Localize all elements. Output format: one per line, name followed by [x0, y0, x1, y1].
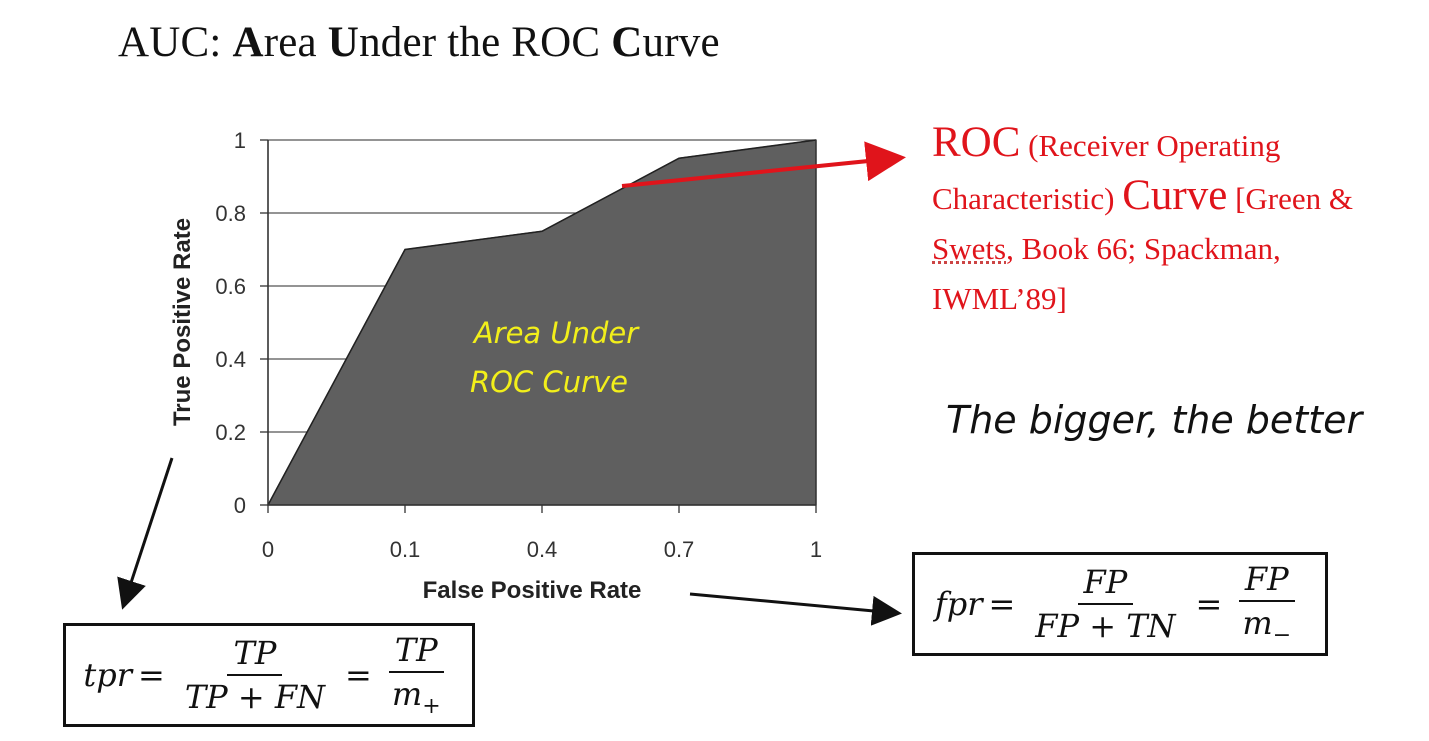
tpr-m-var: m [391, 675, 423, 713]
y-tick-label: 0.8 [215, 201, 246, 226]
y-tick-label: 1 [234, 128, 246, 153]
title-text-area: rea [263, 19, 328, 66]
y-tick-label: 0.2 [215, 420, 246, 445]
tpr-fraction-2: TP m+ [386, 631, 447, 719]
title-prefix: AUC: [118, 19, 233, 66]
x-axis-title: False Positive Rate [423, 577, 642, 604]
roc-expansion: (Receiver Operating Characteristic) [932, 128, 1281, 216]
x-tick-label: 0.7 [664, 537, 695, 562]
fpr-numerator-1: FP [1077, 563, 1134, 605]
roc-reference-end: , Book 66; Spackman, IWML’89] [932, 231, 1281, 316]
tick-labels: 0 0.2 0.4 0.6 0.8 1 0 0.1 0.4 0.7 1 [215, 128, 822, 562]
tpr-lhs: tpr [83, 656, 132, 694]
fpr-equals-2: = [1195, 585, 1223, 623]
fpr-denominator-2: m− [1236, 602, 1297, 648]
area-label-line-2: ROC Curve [470, 365, 628, 399]
x-tick-label: 1 [810, 537, 822, 562]
y-tick-label: 0.6 [215, 274, 246, 299]
area-label-line-1: Area Under [472, 316, 640, 350]
x-tick-label: 0 [262, 537, 274, 562]
curve-word: Curve [1122, 172, 1228, 219]
axes [260, 139, 817, 513]
y-axis-title: True Positive Rate [169, 218, 196, 426]
tpr-pointer-arrow [117, 457, 174, 610]
roc-pointer-arrow [621, 141, 906, 188]
title-bold-c: C [611, 19, 643, 66]
tpr-equals-2: = [345, 656, 372, 694]
tpr-denominator-2: m+ [386, 673, 447, 719]
tpr-m-sub: + [422, 694, 441, 719]
roc-definition-note: ROC (Receiver Operating Characteristic) … [932, 118, 1412, 324]
fpr-formula-box: fpr = FP FP + TN = FP m− [912, 552, 1328, 656]
title-bold-a: A [232, 19, 264, 66]
fpr-m-sub: − [1272, 623, 1292, 648]
tpr-denominator-1: TP + FN [184, 678, 326, 716]
fpr-m-var: m [1242, 604, 1273, 642]
slogan-text: The bigger, the better [946, 398, 1363, 442]
pointer-arrows [117, 141, 906, 626]
fpr-denominator-1: FP + TN [1035, 607, 1176, 645]
roc-word: ROC [932, 119, 1021, 166]
y-tick-label: 0 [234, 493, 246, 518]
tpr-fraction-1: TP TP + FN [179, 634, 331, 716]
title-text-under: nder the ROC [359, 19, 612, 66]
y-tick-label: 0.4 [215, 347, 246, 372]
fpr-numerator-2: FP [1238, 560, 1295, 602]
fpr-pointer-arrow [689, 592, 902, 626]
x-tick-label: 0.4 [527, 537, 558, 562]
title-text-curve: urve [642, 19, 720, 66]
chart-labels: False Positive Rate True Positive Rate Are… [169, 218, 641, 604]
x-tick-label: 0.1 [390, 537, 421, 562]
fpr-equals-1: = [988, 585, 1016, 623]
roc-reference-start: [Green & [1227, 181, 1353, 216]
fpr-lhs: fpr [934, 585, 983, 623]
roc-reference-swets: Swets [932, 231, 1007, 266]
title-bold-u: U [327, 19, 360, 66]
tpr-equals-1: = [138, 656, 165, 694]
slide-title: AUC: Area Under the ROC Curve [118, 18, 720, 67]
fpr-fraction-1: FP FP + TN [1029, 563, 1181, 645]
tpr-formula-box: tpr = TP TP + FN = TP m+ [63, 623, 475, 727]
fpr-fraction-2: FP m− [1236, 560, 1297, 648]
tpr-numerator-2: TP [388, 631, 444, 673]
roc-curve-line [267, 139, 817, 506]
tpr-numerator-1: TP [227, 634, 283, 676]
